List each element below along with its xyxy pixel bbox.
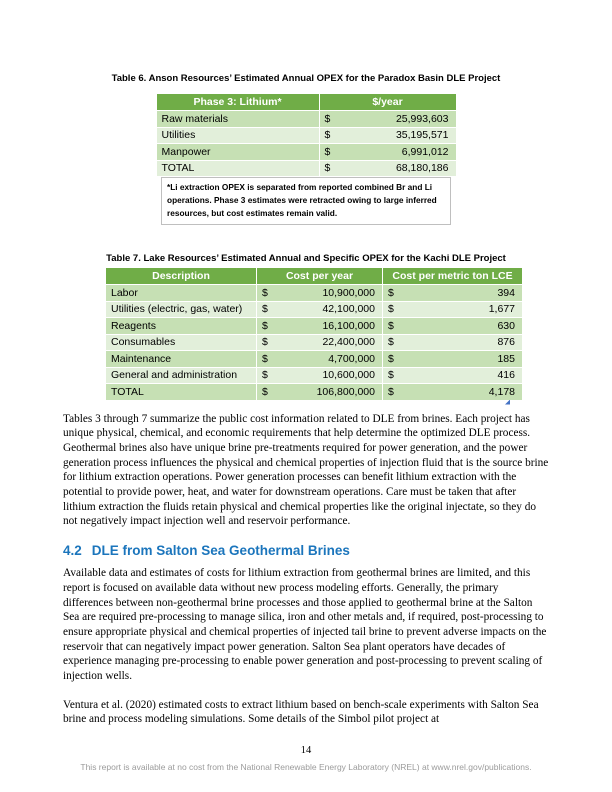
currency-symbol: $ (388, 385, 394, 398)
row-label: TOTAL (155, 159, 320, 177)
table6: Phase 3: Lithium* $/year Raw materials $… (155, 93, 457, 177)
table7: Description Cost per year Cost per metri… (105, 267, 523, 401)
amount: 42,100,000 (322, 303, 375, 316)
row-label: Utilities (electric, gas, water) (105, 300, 257, 318)
currency-symbol: $ (262, 336, 268, 349)
amount: 1,677 (488, 303, 515, 316)
amount: 185 (497, 352, 515, 365)
table6-header-year: $/year (318, 93, 457, 111)
row-label: Manpower (155, 143, 320, 161)
table7-container: Description Cost per year Cost per metri… (105, 267, 523, 405)
table6-caption: Table 6. Anson Resources’ Estimated Annu… (111, 73, 501, 84)
currency-symbol: $ (262, 303, 268, 316)
table-row: Labor $10,900,000 $394 (105, 284, 523, 302)
table-row: TOTAL $106,800,000 $4,178 (105, 383, 523, 401)
row-label: Utilities (155, 126, 320, 144)
amount: 106,800,000 (316, 385, 375, 398)
table6-footnote: *Li extraction OPEX is separated from re… (161, 177, 451, 225)
amount: 68,180,186 (395, 162, 449, 175)
table7-header-row: Description Cost per year Cost per metri… (105, 267, 523, 285)
table7-caption: Table 7. Lake Resources’ Estimated Annua… (106, 253, 506, 264)
amount: 876 (497, 336, 515, 349)
currency-symbol: $ (262, 385, 268, 398)
currency-symbol: $ (388, 286, 394, 299)
amount: 416 (497, 369, 515, 382)
table7-header-cost-year: Cost per year (256, 267, 383, 285)
currency-symbol: $ (324, 112, 331, 125)
table-row: TOTAL $68,180,186 (155, 159, 457, 177)
amount: 16,100,000 (322, 319, 375, 332)
table-row: Consumables $22,400,000 $876 (105, 333, 523, 351)
paragraph: Available data and estimates of costs fo… (63, 567, 547, 683)
table-row: Manpower $6,991,012 (155, 143, 457, 161)
table-row: General and administration $10,600,000 $… (105, 366, 523, 384)
section-number: 4.2 (63, 543, 82, 559)
amount: 35,195,571 (395, 129, 449, 142)
table-row: Raw materials $25,993,603 (155, 110, 457, 128)
amount: 22,400,000 (322, 336, 375, 349)
currency-symbol: $ (388, 319, 394, 332)
amount: 25,993,603 (395, 112, 449, 125)
row-label: Raw materials (155, 110, 320, 128)
table-row: Utilities (electric, gas, water) $42,100… (105, 300, 523, 318)
amount: 4,700,000 (328, 352, 375, 365)
table6-header-phase: Phase 3: Lithium* (155, 93, 320, 111)
currency-symbol: $ (388, 369, 394, 382)
currency-symbol: $ (262, 369, 268, 382)
row-label: Labor (105, 284, 257, 302)
row-label: Reagents (105, 317, 257, 335)
currency-symbol: $ (324, 129, 331, 142)
amount: 394 (497, 286, 515, 299)
amount: 6,991,012 (401, 145, 449, 158)
paragraph: Ventura et al. (2020) estimated costs to… (63, 698, 539, 726)
section-title: DLE from Salton Sea Geothermal Brines (91, 543, 350, 559)
table-row: Reagents $16,100,000 $630 (105, 317, 523, 335)
page-number: 14 (300, 745, 312, 756)
amount: 630 (497, 319, 515, 332)
table-row: Utilities $35,195,571 (155, 126, 457, 144)
table7-header-description: Description (105, 267, 257, 285)
currency-symbol: $ (324, 145, 331, 158)
row-label: Maintenance (105, 350, 257, 368)
row-label: TOTAL (105, 383, 257, 401)
currency-symbol: $ (324, 162, 331, 175)
row-label: General and administration (105, 366, 257, 384)
body-text: Tables 3 through 7 summarize the public … (63, 412, 550, 728)
paragraph: Tables 3 through 7 summarize the public … (63, 412, 549, 528)
row-label: Consumables (105, 333, 257, 351)
table7-header-cost-lce: Cost per metric ton LCE (382, 267, 523, 285)
amount: 10,900,000 (322, 286, 375, 299)
section-heading: 4.2 DLE from Salton Sea Geothermal Brines (63, 543, 550, 559)
currency-symbol: $ (388, 352, 394, 365)
currency-symbol: $ (262, 319, 268, 332)
table-row: Maintenance $4,700,000 $185 (105, 350, 523, 368)
amount: 4,178 (488, 385, 515, 398)
currency-symbol: $ (388, 336, 394, 349)
amount: 10,600,000 (322, 369, 375, 382)
currency-symbol: $ (388, 303, 394, 316)
currency-symbol: $ (262, 352, 268, 365)
currency-symbol: $ (262, 286, 268, 299)
selection-artifact-icon (505, 399, 510, 405)
table6-header-row: Phase 3: Lithium* $/year (155, 93, 457, 111)
availability-footer: This report is available at no cost from… (80, 762, 532, 772)
